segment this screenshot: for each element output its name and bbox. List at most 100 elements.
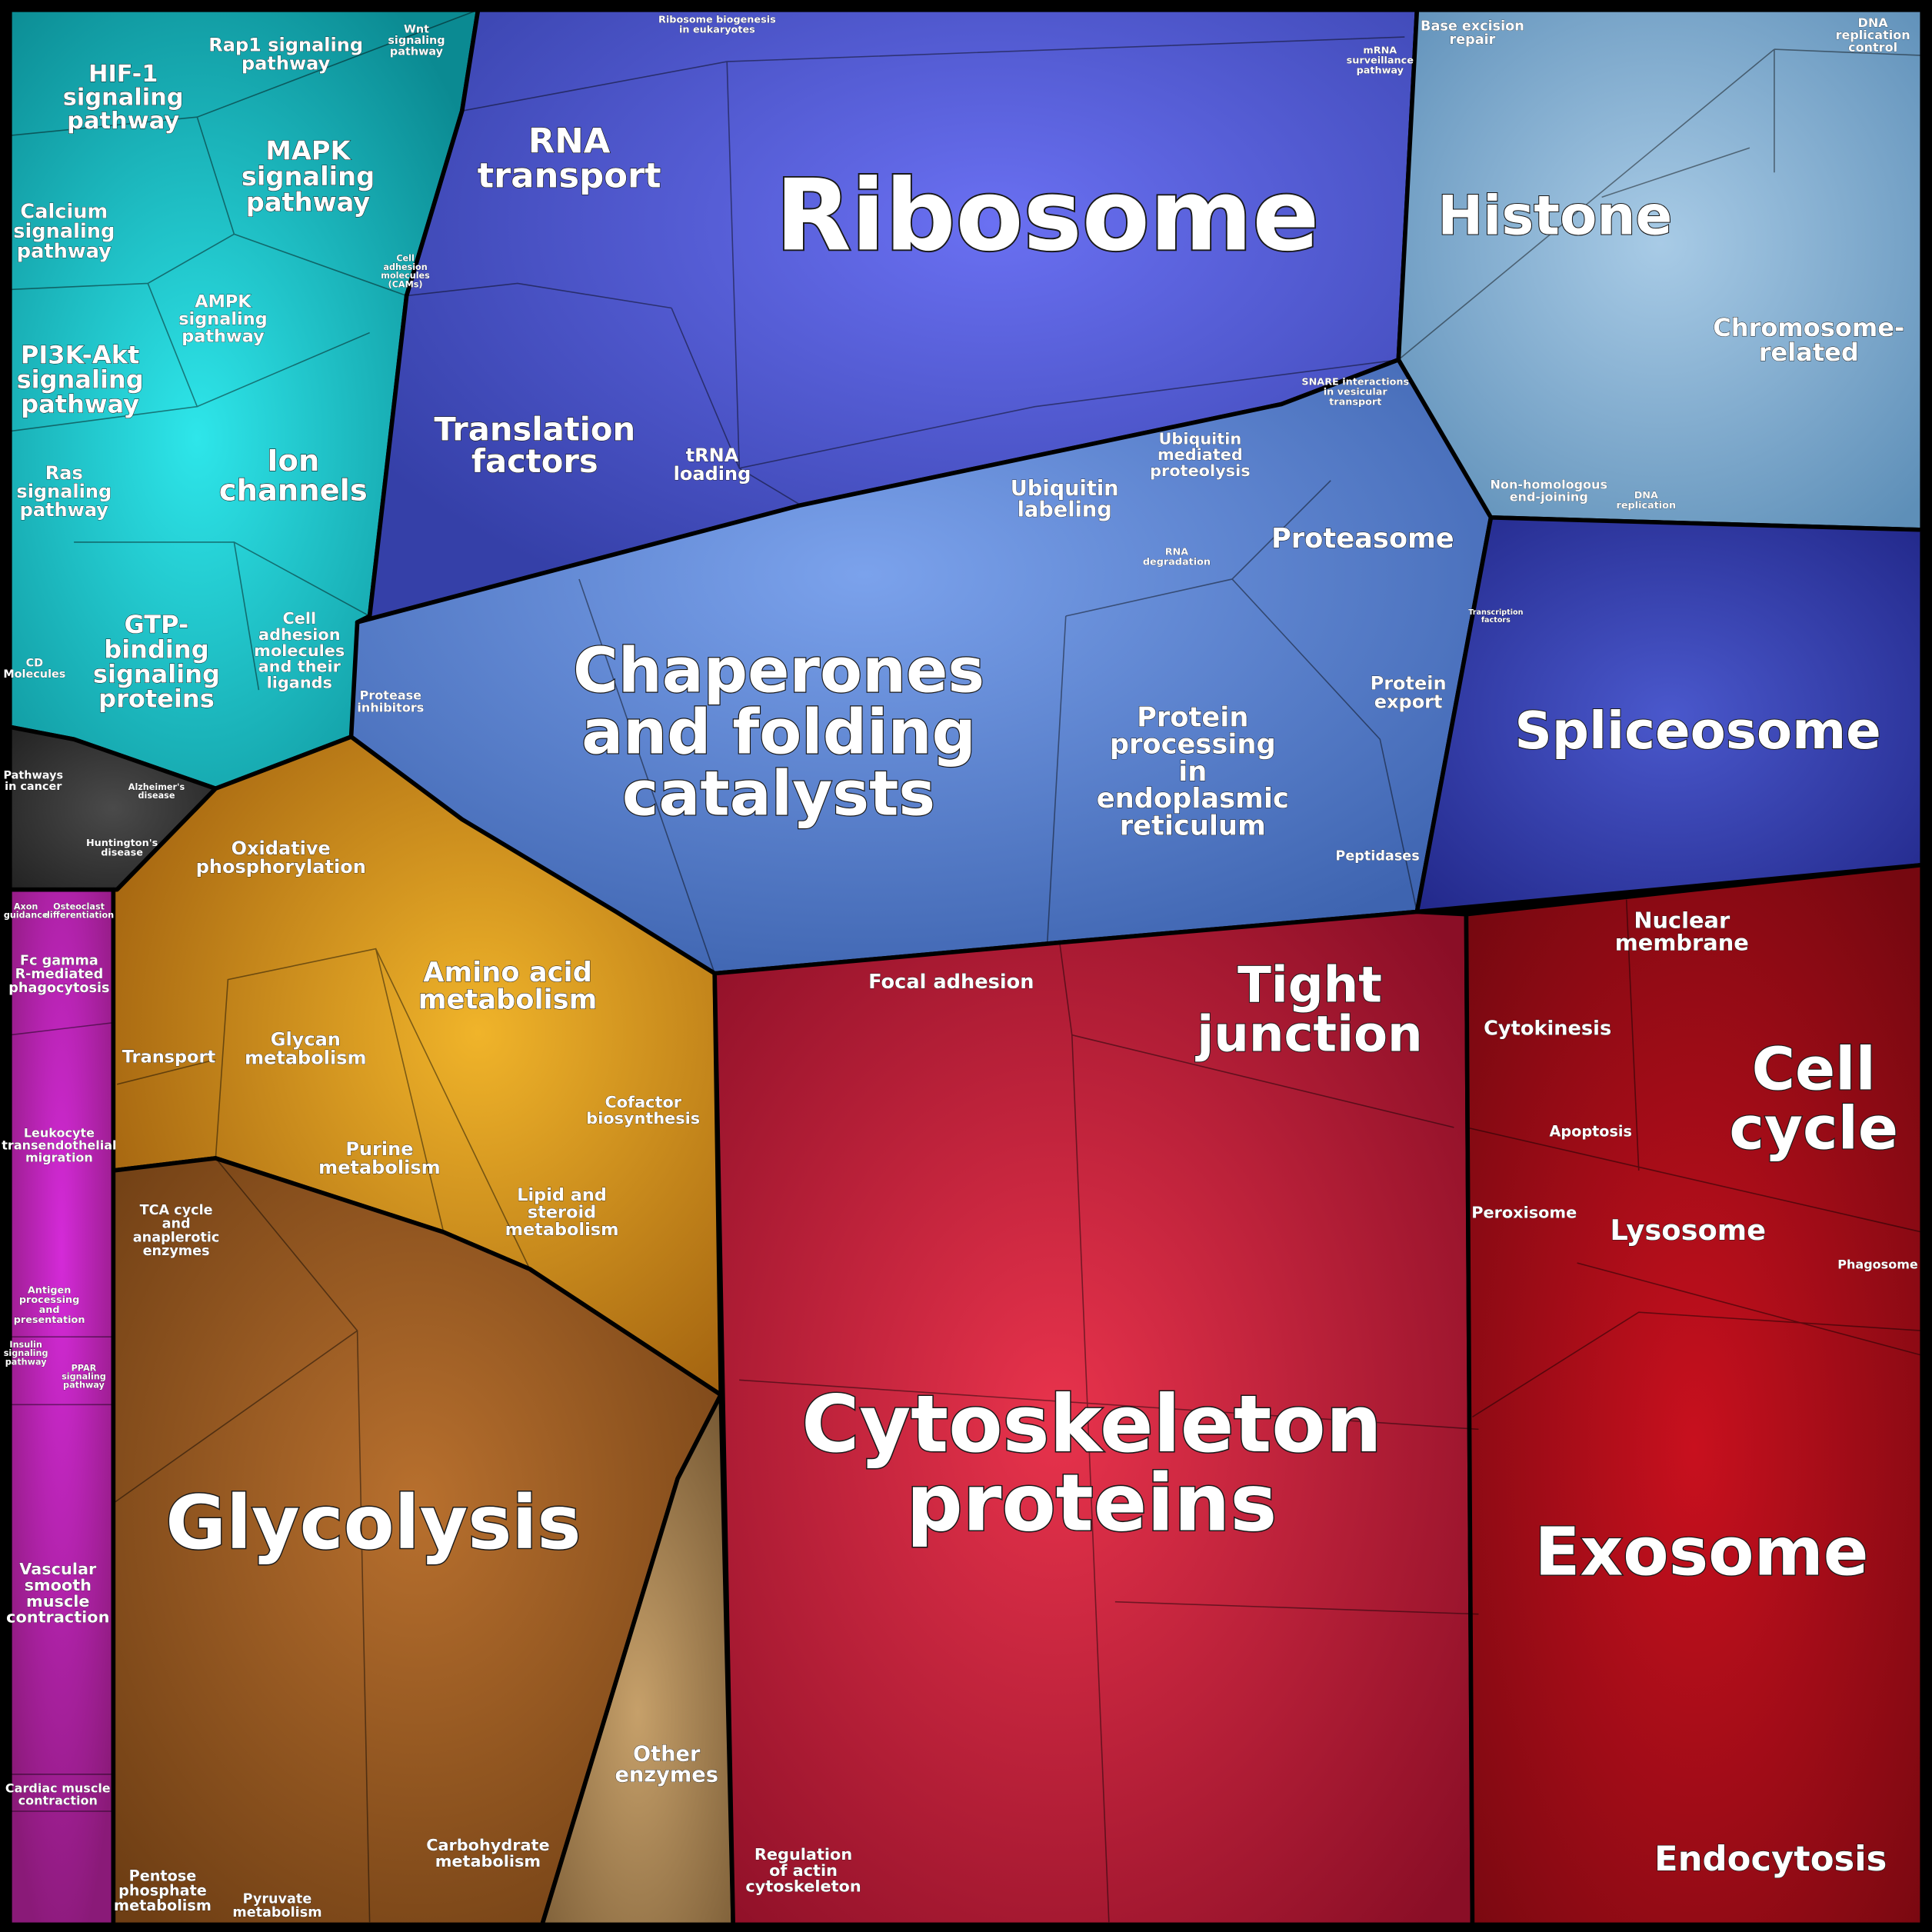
label-line: Base excision (1421, 18, 1524, 34)
regions (8, 8, 1924, 1927)
label-line: pathway (246, 187, 370, 217)
label-line: Transcription (1468, 608, 1523, 617)
label-line: control (1848, 39, 1897, 54)
label-line: transport (1329, 396, 1381, 408)
label-line: of actin (769, 1861, 838, 1880)
label-line: Antigen (28, 1284, 71, 1296)
region-label: Ubiquitin labeling (1011, 477, 1119, 521)
label-line: smooth (25, 1576, 92, 1594)
label-line: and (162, 1217, 191, 1232)
region-label: Lysosome (1610, 1213, 1766, 1246)
label-line: in cancer (5, 781, 62, 793)
region-label: Protease inhibitors (357, 688, 424, 715)
label-line: disease (101, 847, 143, 858)
region-label: Glycolysis (165, 1480, 581, 1566)
region-label: Cofactor biosynthesis (586, 1093, 700, 1128)
region-label: Ribosome (775, 158, 1319, 273)
label-line: Glycan (271, 1028, 341, 1050)
label-line: Ion (267, 444, 319, 478)
label-line: repair (1450, 32, 1496, 48)
label-line: Endocytosis (1654, 1837, 1887, 1878)
region-label: MAPK signaling pathway (242, 135, 375, 217)
label-line: differentiation (44, 910, 114, 920)
label-line: proteins (98, 684, 215, 713)
label-line: junction (1194, 1007, 1422, 1064)
label-line: pathway (182, 326, 265, 346)
region-label: Leukocyte transendothelial migration (2, 1125, 116, 1164)
label-line: Non-homologous (1491, 477, 1607, 491)
label-line: Lipid and (517, 1185, 607, 1205)
label-line: signaling (63, 84, 184, 111)
label-line: Huntington's (86, 837, 158, 848)
label-line: Carbohydrate (426, 1836, 549, 1854)
label-line: signaling (4, 1348, 48, 1358)
label-line: Cytoskeleton (801, 1378, 1382, 1470)
region-label: Cytokinesis (1484, 1018, 1611, 1041)
label-line: disease (138, 791, 175, 801)
label-line: adhesion (258, 625, 341, 644)
label-line: Phagosome (1837, 1257, 1918, 1271)
label-line: Molecules (3, 668, 65, 681)
label-line: reticulum (1120, 810, 1266, 841)
region-label: Lipid and steroid metabolism (505, 1185, 619, 1240)
region-label: Histone (1437, 184, 1672, 247)
label-line: Cytokinesis (1484, 1018, 1611, 1041)
label-line: Oxidative (232, 838, 331, 859)
label-line: Protein (1371, 672, 1447, 694)
label-line: proteins (906, 1457, 1277, 1549)
label-line: contraction (18, 1793, 98, 1807)
label-line: replication (1617, 499, 1677, 511)
label-line: proteolysis (1150, 461, 1250, 480)
label-line: pathway (63, 1380, 105, 1390)
label-line: DNA (1634, 490, 1658, 501)
label-line: signaling (388, 35, 445, 47)
label-line: pathway (5, 1357, 47, 1367)
label-line: biosynthesis (586, 1109, 700, 1128)
region-label: Tight junction (1194, 958, 1422, 1064)
label-line: cycle (1729, 1094, 1898, 1163)
label-line: Chromosome- (1713, 313, 1904, 342)
label-line: guidance (4, 910, 48, 920)
region-label: Calcium signaling pathway (13, 201, 115, 263)
region-label: Ubiquitin mediated proteolysis (1150, 429, 1250, 480)
label-line: Ubiquitin (1011, 477, 1119, 501)
label-line: signaling (178, 309, 267, 329)
label-line: molecules (381, 271, 430, 281)
label-line: Rap1 signaling (208, 34, 363, 55)
region-label: mRNA surveillance pathway (1347, 45, 1414, 76)
label-line: enzymes (615, 1763, 718, 1787)
region-label: Alzheimer's disease (128, 781, 185, 800)
label-line: Insulin (9, 1339, 42, 1349)
label-line: in eukaryotes (679, 24, 755, 35)
label-line: Leukocyte (24, 1125, 95, 1140)
region-label: Cell adhesion molecules and their ligands (254, 609, 345, 691)
region-label: Osteoclast differentiation (44, 901, 114, 920)
label-line: Purine (345, 1138, 413, 1160)
region-label: Regulation of actin cytoskeleton (745, 1845, 861, 1896)
region-label: RNA degradation (1143, 546, 1211, 568)
region-label: Apoptosis (1550, 1122, 1632, 1140)
label-line: endoplasmic (1097, 783, 1289, 814)
region-label: AMPK signaling pathway (178, 292, 267, 347)
label-line: migration (25, 1150, 93, 1164)
region-label: Peroxisome (1471, 1203, 1577, 1221)
label-line: Proteasome (1271, 523, 1454, 555)
label-line: Pathways (3, 769, 63, 781)
region-label: Endocytosis (1654, 1837, 1887, 1878)
region-label: Cardiac muscle contraction (5, 1780, 111, 1807)
label-line: related (1759, 338, 1859, 367)
label-line: Peroxisome (1471, 1203, 1577, 1221)
region-label: Base excision repair (1421, 18, 1524, 48)
label-line: Vascular (19, 1560, 97, 1578)
label-line: signaling (16, 481, 112, 502)
label-line: adhesion (383, 261, 427, 271)
label-line: Other (633, 1742, 701, 1766)
region-label: Purine metabolism (318, 1138, 440, 1178)
label-line: metabolism (232, 1905, 321, 1920)
region-label: Insulin signaling pathway (4, 1339, 48, 1366)
label-line: presentation (14, 1314, 85, 1325)
label-line: steroid (528, 1202, 596, 1222)
label-line: MAPK (265, 135, 351, 165)
label-line: signaling (62, 1371, 106, 1381)
region-label: Proteasome (1271, 523, 1454, 555)
